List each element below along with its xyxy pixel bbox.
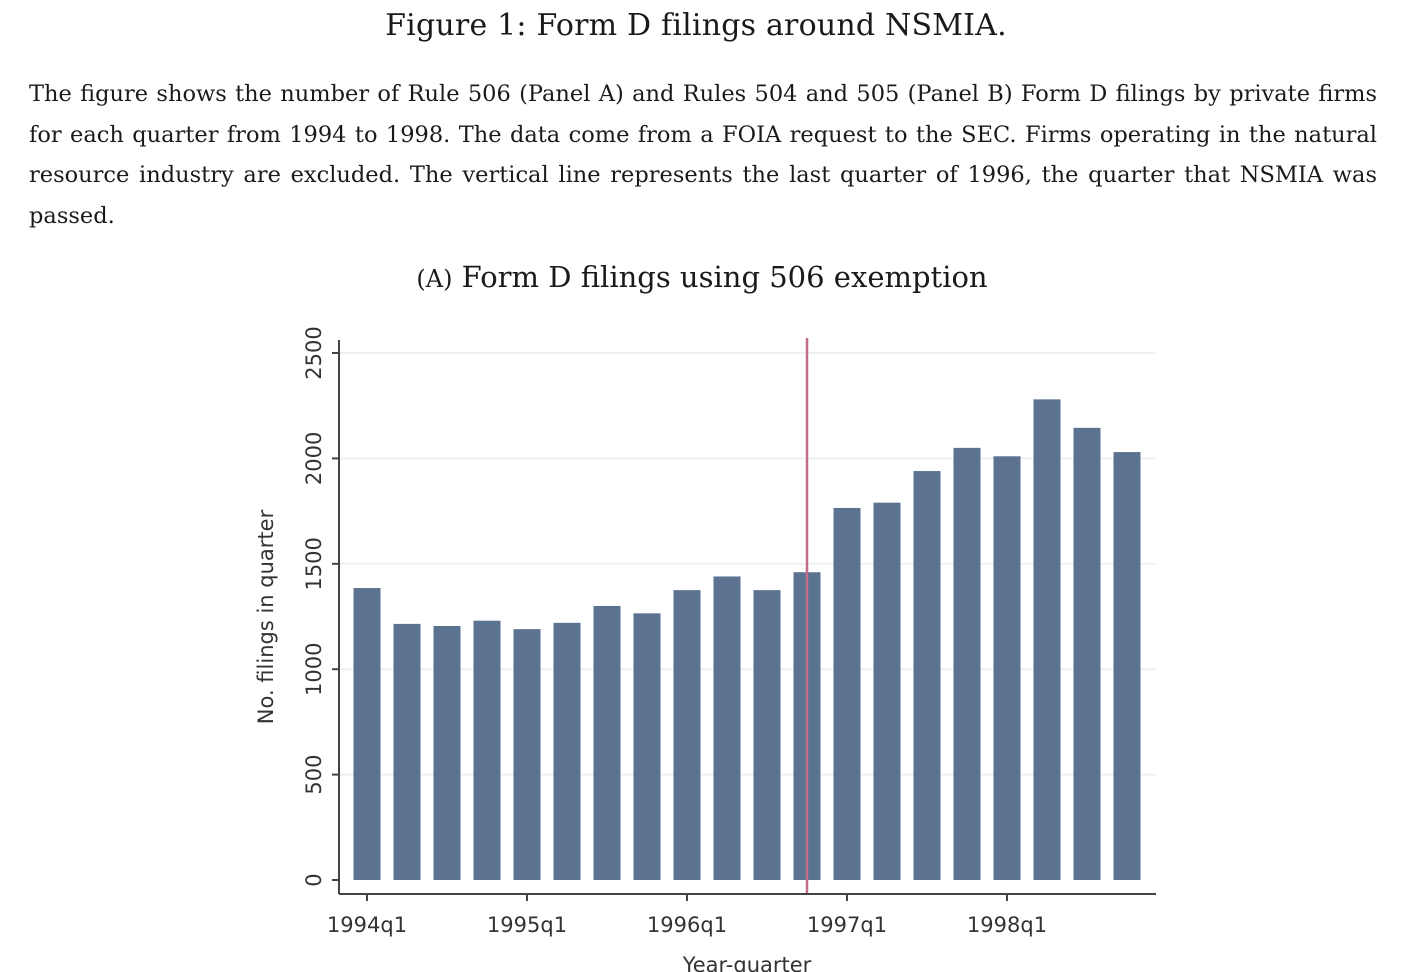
bar xyxy=(873,502,901,880)
figure-caption: The figure shows the number of Rule 506 … xyxy=(29,81,1377,229)
panel-title: (A) Form D filings using 506 exemption xyxy=(0,260,1404,294)
y-tick-label: 500 xyxy=(302,755,326,795)
bar xyxy=(753,590,781,880)
bar xyxy=(833,507,861,880)
y-tick-label: 1000 xyxy=(302,642,326,695)
bar xyxy=(953,447,981,880)
bar xyxy=(633,613,661,880)
y-tick-label: 0 xyxy=(302,873,326,886)
y-tick-label: 1500 xyxy=(302,537,326,590)
y-tick-label: 2000 xyxy=(302,432,326,485)
x-tick-label: 1998q1 xyxy=(967,913,1047,937)
bar xyxy=(553,622,581,880)
bar xyxy=(393,623,421,880)
bar xyxy=(353,588,381,880)
bar xyxy=(713,576,741,880)
bar xyxy=(673,590,701,880)
y-axis-title: No. filings in quarter xyxy=(254,509,278,724)
x-tick-label: 1996q1 xyxy=(647,913,727,937)
bar xyxy=(993,456,1021,880)
bar xyxy=(1073,427,1101,880)
y-tick-label: 2500 xyxy=(302,326,326,379)
axes xyxy=(332,340,1156,901)
bar xyxy=(1113,452,1141,880)
panel-letter: (A) xyxy=(416,265,453,293)
bar xyxy=(513,629,541,880)
bar xyxy=(433,625,461,880)
x-tick-label: 1995q1 xyxy=(487,913,567,937)
axis-labels: 0 500 1000 1500 2000 2500 1994q1 1995q1 1996q1 19… xyxy=(254,326,1047,972)
x-tick-label: 1997q1 xyxy=(807,913,887,937)
gridlines xyxy=(339,352,1156,776)
bar xyxy=(473,620,501,880)
panel-title-text: Form D filings using 506 exemption xyxy=(461,260,988,294)
bar xyxy=(593,605,621,880)
bar xyxy=(913,471,941,880)
x-axis-title: Year-quarter xyxy=(682,953,812,972)
bars xyxy=(353,338,1141,894)
bar xyxy=(1033,399,1061,880)
x-tick-label: 1994q1 xyxy=(327,913,407,937)
figure-title: Figure 1: Form D filings around NSMIA. xyxy=(385,8,1007,43)
